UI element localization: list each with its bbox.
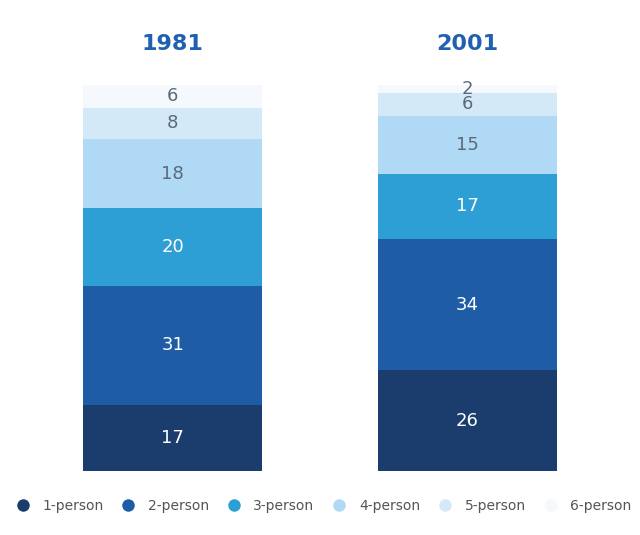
- Text: 2: 2: [461, 80, 473, 98]
- Text: 18: 18: [161, 165, 184, 182]
- Bar: [83, 139, 262, 209]
- Bar: [83, 286, 262, 405]
- Bar: [378, 116, 557, 174]
- Text: 2001: 2001: [436, 34, 499, 54]
- Bar: [83, 209, 262, 286]
- Bar: [83, 405, 262, 471]
- Text: 20: 20: [161, 238, 184, 256]
- Text: 1981: 1981: [142, 34, 204, 54]
- Bar: [378, 85, 557, 93]
- Bar: [378, 239, 557, 370]
- Legend: 1-person, 2-person, 3-person, 4-person, 5-person, 6-person: 1-person, 2-person, 3-person, 4-person, …: [3, 493, 637, 518]
- Text: 34: 34: [456, 296, 479, 314]
- Text: 26: 26: [456, 411, 479, 430]
- Text: 17: 17: [456, 197, 479, 216]
- Bar: [378, 370, 557, 471]
- Text: 15: 15: [456, 136, 479, 154]
- Text: 17: 17: [161, 429, 184, 447]
- Text: 31: 31: [161, 337, 184, 354]
- Bar: [83, 85, 262, 108]
- Text: 6: 6: [461, 95, 473, 113]
- Bar: [83, 108, 262, 139]
- Text: 6: 6: [167, 88, 179, 105]
- Bar: [378, 174, 557, 239]
- Text: 8: 8: [167, 114, 179, 133]
- Bar: [378, 93, 557, 116]
